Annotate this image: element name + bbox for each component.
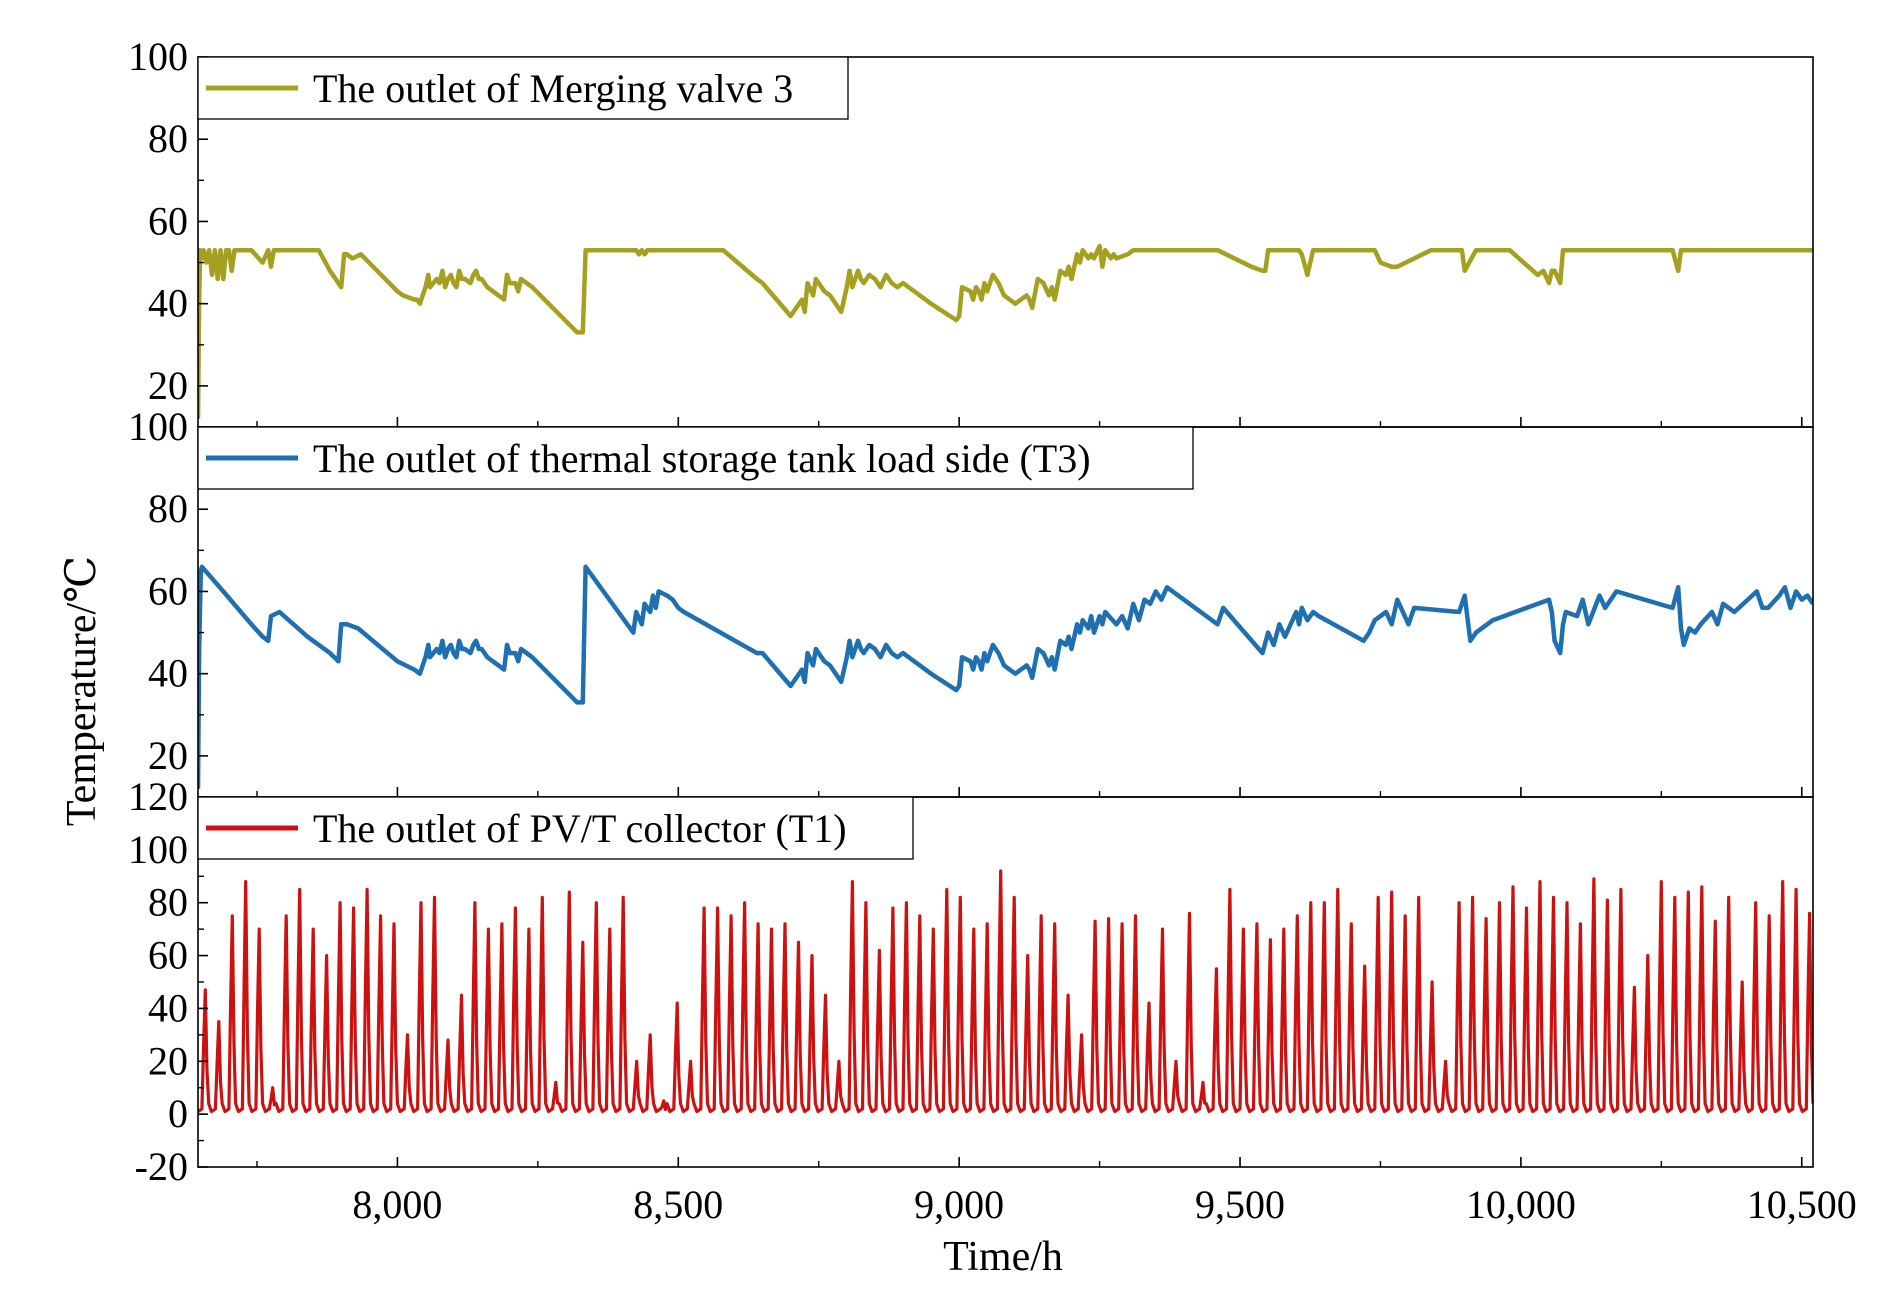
panel-top: 20 40 60 80 100 The outlet of Merging valve 3 (128, 34, 1814, 428)
y-tick-label: 60 (148, 568, 188, 613)
y-tick-label: 100 (128, 827, 188, 872)
y-tick-label: 40 (148, 281, 188, 326)
x-tick-label: 8,500 (633, 1182, 723, 1227)
series-line-top (198, 243, 1813, 419)
y-tick-label: 60 (148, 933, 188, 978)
legend-box (197, 796, 914, 860)
x-tick-label: 10,500 (1747, 1182, 1857, 1227)
y-tick-label: 100 (128, 34, 188, 79)
y-tick-label: 40 (148, 985, 188, 1030)
x-tick-label: 10,000 (1466, 1182, 1576, 1227)
y-tick-label: 80 (148, 116, 188, 161)
x-tick-label: 9,000 (914, 1182, 1004, 1227)
x-tick-label: 8,000 (352, 1182, 442, 1227)
y-tick-label: 80 (148, 880, 188, 925)
y-tick-label: 20 (148, 733, 188, 778)
y-tick-label: -20 (135, 1144, 188, 1189)
y-tick-label: 60 (148, 198, 188, 243)
y-tick-label: 20 (148, 1038, 188, 1083)
y-tick-label: 120 (128, 774, 188, 819)
legend-label: The outlet of PV/T collector (T1) (313, 806, 847, 851)
y-tick-label: 20 (148, 363, 188, 408)
y-tick-label: 40 (148, 651, 188, 696)
panel-bottom: -20 0 20 40 60 80 100 120 The outlet of PV/T col… (128, 774, 1814, 1189)
legend-box (197, 56, 849, 120)
panel-middle: 20 40 60 80 100 The outlet of thermal storage… (128, 404, 1814, 798)
y-tick-label: 0 (168, 1091, 188, 1136)
legend-label: The outlet of Merging valve 3 (313, 66, 793, 111)
legend-top: The outlet of Merging valve 3 (197, 56, 849, 120)
legend-middle: The outlet of thermal storage tank load … (197, 426, 1194, 490)
panels-layer: 20 40 60 80 100 The outlet of Merging valve 3… (128, 34, 1814, 1189)
y-axis-title: Temperature/℃ (59, 556, 105, 826)
y-tick-label: 80 (148, 486, 188, 531)
x-tick-label: 9,500 (1195, 1182, 1285, 1227)
x-axis: 8,000 8,500 9,000 9,500 10,000 10,500 (352, 1182, 1856, 1227)
legend-box (197, 426, 1194, 490)
x-axis-title: Time/h (943, 1234, 1063, 1280)
legend-bottom: The outlet of PV/T collector (T1) (197, 796, 914, 860)
legend-label: The outlet of thermal storage tank load … (313, 436, 1091, 481)
series-line-middle (198, 564, 1813, 789)
y-tick-label: 100 (128, 404, 188, 449)
series-line-bottom (198, 869, 1813, 1114)
